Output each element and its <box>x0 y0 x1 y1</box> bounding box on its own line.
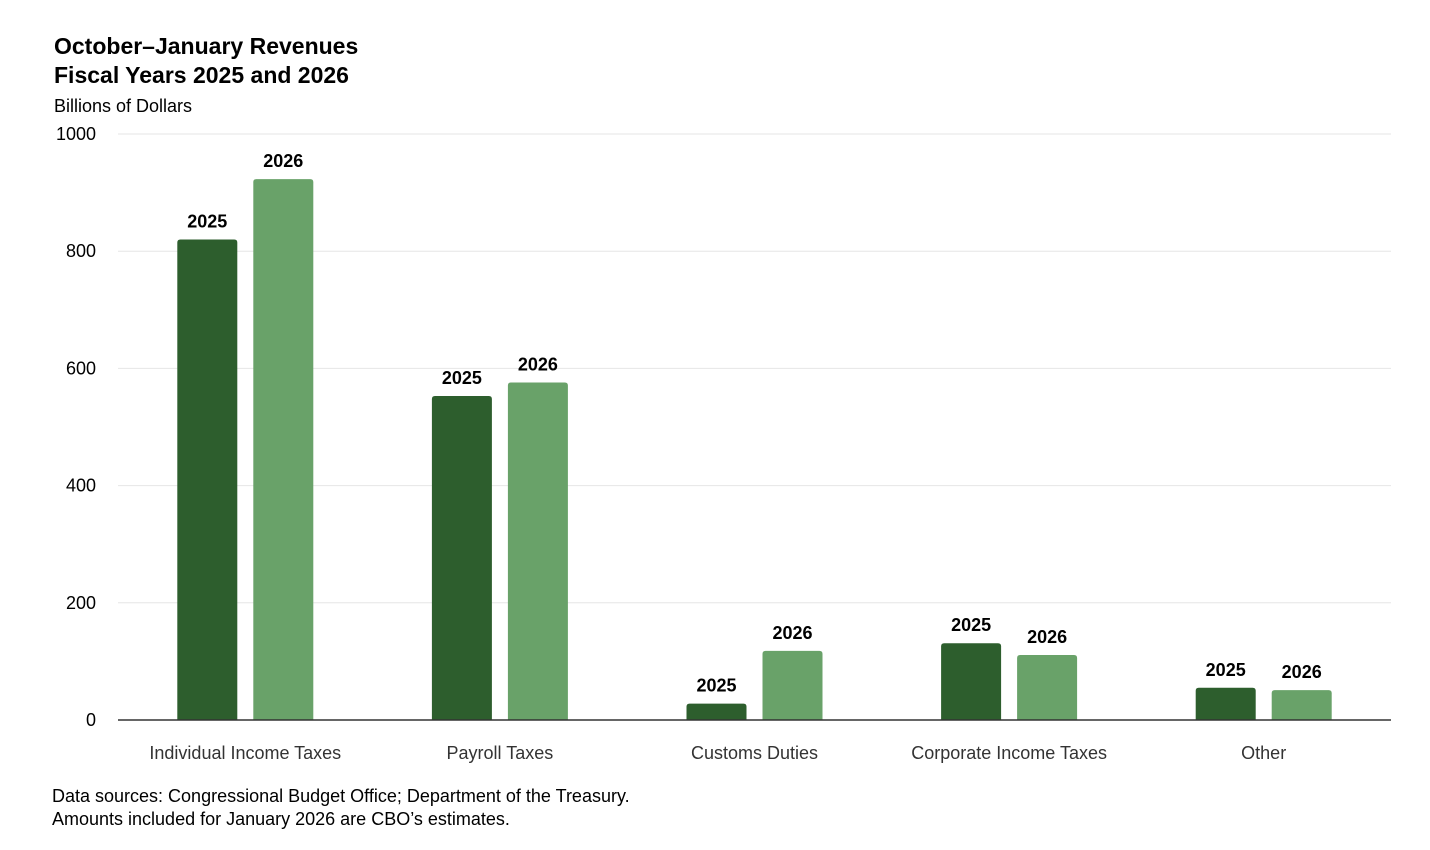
bar-data-label: 2026 <box>1282 662 1322 682</box>
x-tick-label: Other <box>1241 743 1286 763</box>
bar-data-label: 2025 <box>951 615 991 635</box>
bar-data-label: 2025 <box>1206 660 1246 680</box>
bar-data-label: 2026 <box>263 151 303 171</box>
y-tick-label: 400 <box>66 476 96 496</box>
bar <box>762 650 823 720</box>
y-tick-label: 600 <box>66 358 96 378</box>
chart-title-line1: October–January Revenues <box>54 33 359 59</box>
bar-data-label: 2025 <box>696 676 736 696</box>
bar <box>1017 654 1078 720</box>
bar-data-label: 2026 <box>518 354 558 374</box>
y-tick-label: 800 <box>66 241 96 261</box>
bar <box>1195 687 1256 720</box>
y-tick-label: 200 <box>66 593 96 613</box>
bar-data-label: 2026 <box>772 623 812 643</box>
chart-title-line2: Fiscal Years 2025 and 2026 <box>54 62 349 88</box>
units-label: Billions of Dollars <box>54 96 193 116</box>
chart-title: October–January Revenues Fiscal Years 20… <box>54 32 358 90</box>
bar <box>177 239 238 721</box>
source-line2: Amounts included for January 2026 are CB… <box>52 809 510 829</box>
source-line1: Data sources: Congressional Budget Offic… <box>52 786 630 806</box>
y-tick-label: 0 <box>86 710 96 730</box>
bar <box>507 382 568 720</box>
x-tick-label: Customs Duties <box>691 743 818 763</box>
bar <box>253 179 314 720</box>
bar <box>1271 690 1332 720</box>
source-note: Data sources: Congressional Budget Offic… <box>52 785 630 831</box>
bar-data-label: 2026 <box>1027 627 1067 647</box>
x-tick-label: Individual Income Taxes <box>149 743 341 763</box>
bar-data-label: 2025 <box>187 211 227 231</box>
x-tick-label: Corporate Income Taxes <box>911 743 1107 763</box>
x-tick-label: Payroll Taxes <box>447 743 554 763</box>
bar-data-label: 2025 <box>442 368 482 388</box>
y-tick-label: 1000 <box>56 124 96 144</box>
bar <box>941 643 1002 720</box>
bar <box>431 395 492 720</box>
bar <box>686 703 747 720</box>
